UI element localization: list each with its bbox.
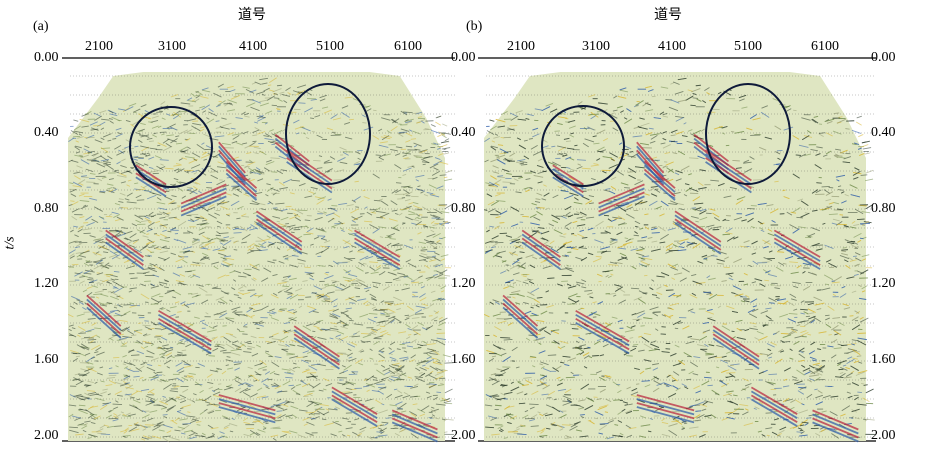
panel-a-highlight-circle bbox=[285, 83, 371, 185]
y-axis-label: t/s bbox=[2, 236, 18, 250]
panel-a-xlabel: 道号 bbox=[238, 7, 266, 23]
panel-b-right-y-tick: 0.80 bbox=[871, 201, 896, 216]
panel-b-highlight-circle bbox=[705, 83, 791, 185]
panel-a-reflection-events bbox=[86, 133, 438, 443]
panel-a-y-tick: 0.40 bbox=[34, 125, 59, 140]
panel-b-top-tick: 3100 bbox=[582, 39, 610, 54]
panel-b-xlabel: 道号 bbox=[654, 7, 682, 23]
panel-a-top-tick: 5100 bbox=[316, 39, 344, 54]
panel-a-y-tick: 0.80 bbox=[34, 201, 59, 216]
panel-a-highlight-circle bbox=[129, 106, 213, 188]
panel-a-y-tick: 2.00 bbox=[34, 428, 59, 443]
panel-b-top-tick: 4100 bbox=[658, 39, 686, 54]
panel-b-right-y-tick: 1.60 bbox=[871, 352, 896, 367]
panel-b-y-tick: 2.00 bbox=[451, 428, 476, 443]
panel-a-plot bbox=[62, 57, 455, 443]
panel-b-tag: (b) bbox=[466, 19, 483, 34]
panel-b-right-y-tick: 0.00 bbox=[871, 50, 896, 65]
panel-b-top-tick: 6100 bbox=[811, 39, 839, 54]
panel-b-y-tick: 1.20 bbox=[451, 276, 476, 291]
panel-a-tag: (a) bbox=[33, 19, 49, 34]
panel-b-wiggle-texture bbox=[484, 77, 875, 440]
panel-a-top-tick: 2100 bbox=[85, 39, 113, 54]
panel-a-y-tick: 1.60 bbox=[34, 352, 59, 367]
panel-a-wiggle-texture bbox=[67, 77, 454, 443]
panel-a-top-tick: 4100 bbox=[239, 39, 267, 54]
panel-a-top-tick: 3100 bbox=[158, 39, 186, 54]
panel-b-y-tick: 0.40 bbox=[451, 125, 476, 140]
panel-b-top-tick: 2100 bbox=[507, 39, 535, 54]
panel-a-top-tick: 6100 bbox=[394, 39, 422, 54]
panel-b-top-tick: 5100 bbox=[734, 39, 762, 54]
panel-b-y-tick: 0.00 bbox=[451, 50, 476, 65]
panel-b-y-tick: 1.60 bbox=[451, 352, 476, 367]
panel-b-y-tick: 0.80 bbox=[451, 201, 476, 216]
panel-b-highlight-circle bbox=[541, 105, 625, 187]
panel-a-y-tick: 1.20 bbox=[34, 276, 59, 291]
panel-b-plot bbox=[478, 57, 876, 443]
panel-b-right-y-tick: 2.00 bbox=[871, 428, 896, 443]
panel-b-right-y-tick: 1.20 bbox=[871, 276, 896, 291]
panel-b-reflection-events bbox=[502, 133, 859, 443]
panel-a-y-tick: 0.00 bbox=[34, 50, 59, 65]
panel-b-right-y-tick: 0.40 bbox=[871, 125, 896, 140]
